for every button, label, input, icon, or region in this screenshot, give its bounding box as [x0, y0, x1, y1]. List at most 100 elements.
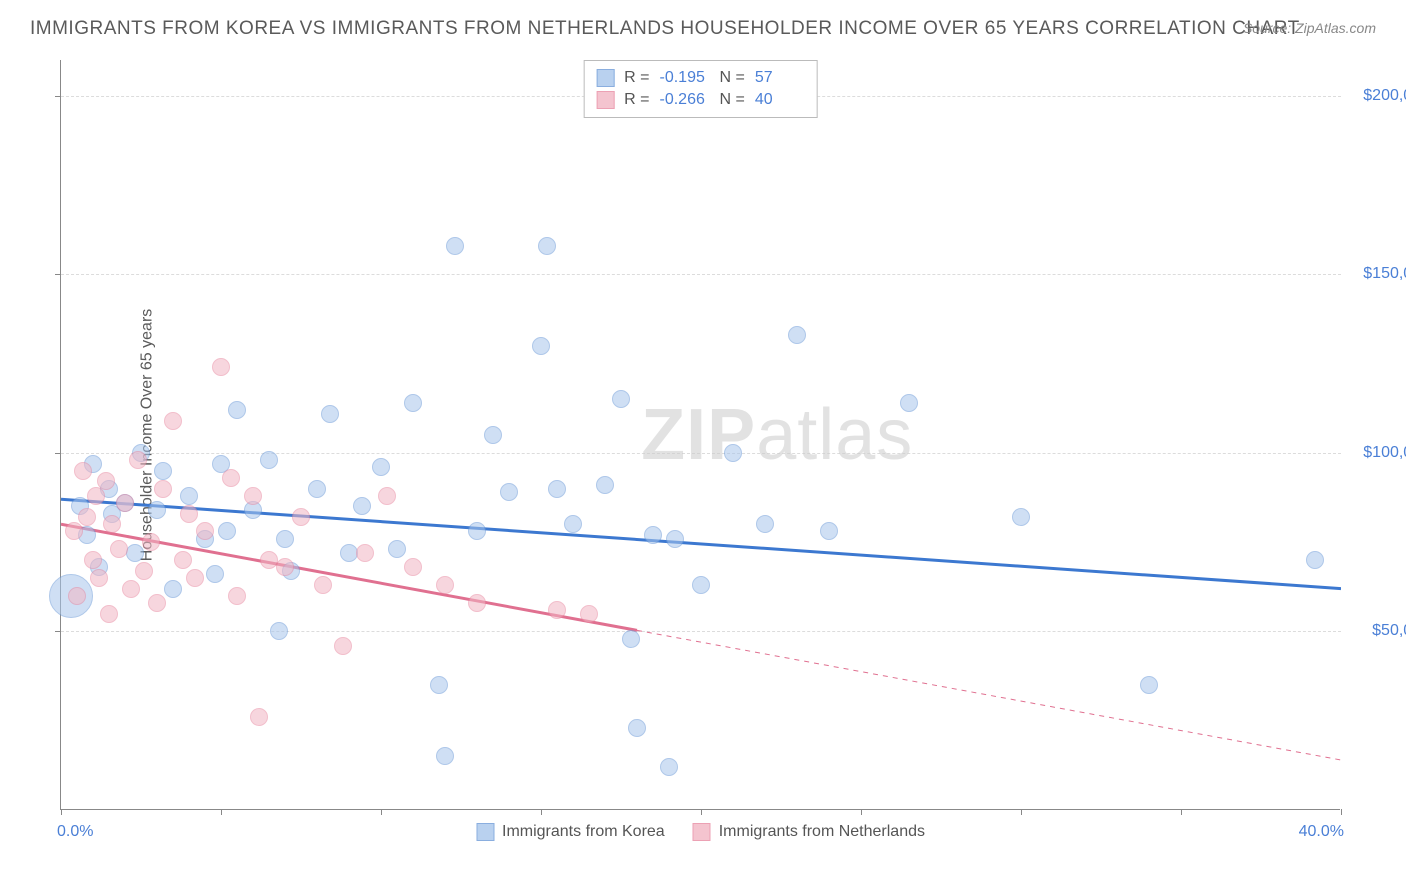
data-point — [580, 605, 598, 623]
data-point — [548, 601, 566, 619]
data-point — [1012, 508, 1030, 526]
n-value-korea: 57 — [755, 69, 805, 87]
data-point — [103, 515, 121, 533]
series-legend: Immigrants from Korea Immigrants from Ne… — [476, 823, 925, 841]
data-point — [820, 522, 838, 540]
data-point — [222, 469, 240, 487]
data-point — [724, 444, 742, 462]
y-tick-label: $50,000 — [1350, 622, 1406, 640]
data-point — [500, 483, 518, 501]
legend-item-korea: Immigrants from Korea — [476, 823, 665, 841]
data-point — [218, 522, 236, 540]
legend-row-korea: R = -0.195 N = 57 — [596, 67, 805, 89]
data-point — [532, 337, 550, 355]
data-point — [612, 390, 630, 408]
data-point — [276, 530, 294, 548]
correlation-legend: R = -0.195 N = 57 R = -0.266 N = 40 — [583, 60, 818, 118]
data-point — [97, 472, 115, 490]
data-point — [468, 522, 486, 540]
legend-row-netherlands: R = -0.266 N = 40 — [596, 89, 805, 111]
data-point — [334, 637, 352, 655]
data-point — [84, 551, 102, 569]
data-point — [228, 587, 246, 605]
data-point — [622, 630, 640, 648]
data-point — [180, 487, 198, 505]
watermark-bold: ZIP — [641, 395, 756, 475]
data-point — [212, 358, 230, 376]
r-value-netherlands: -0.266 — [660, 91, 710, 109]
data-point — [644, 526, 662, 544]
data-point — [356, 544, 374, 562]
chart-title: IMMIGRANTS FROM KOREA VS IMMIGRANTS FROM… — [30, 18, 1300, 40]
data-point — [660, 758, 678, 776]
data-point — [148, 594, 166, 612]
data-point — [388, 540, 406, 558]
data-point — [756, 515, 774, 533]
data-point — [1306, 551, 1324, 569]
legend-item-netherlands: Immigrants from Netherlands — [693, 823, 925, 841]
y-tick-label: $100,000 — [1350, 444, 1406, 462]
data-point — [78, 508, 96, 526]
data-point — [154, 462, 172, 480]
data-point — [122, 580, 140, 598]
data-point — [353, 497, 371, 515]
data-point — [260, 451, 278, 469]
n-label: N = — [720, 91, 745, 109]
data-point — [65, 522, 83, 540]
data-point — [564, 515, 582, 533]
trendlines — [61, 60, 1341, 810]
data-point — [666, 530, 684, 548]
data-point — [404, 558, 422, 576]
data-point — [180, 505, 198, 523]
data-point — [250, 708, 268, 726]
data-point — [100, 605, 118, 623]
data-point — [430, 676, 448, 694]
legend-label-korea: Immigrants from Korea — [502, 823, 665, 841]
data-point — [116, 494, 134, 512]
data-point — [68, 587, 86, 605]
swatch-netherlands-icon — [693, 823, 711, 841]
watermark-rest: atlas — [756, 395, 913, 475]
r-value-korea: -0.195 — [660, 69, 710, 87]
data-point — [692, 576, 710, 594]
data-point — [142, 533, 160, 551]
data-point — [154, 480, 172, 498]
data-point — [244, 487, 262, 505]
data-point — [206, 565, 224, 583]
watermark: ZIPatlas — [641, 394, 913, 476]
x-max-label: 40.0% — [1299, 823, 1344, 841]
data-point — [436, 576, 454, 594]
plot-area: Householder Income Over 65 years $50,000… — [60, 60, 1340, 810]
data-point — [174, 551, 192, 569]
data-point — [292, 508, 310, 526]
data-point — [228, 401, 246, 419]
swatch-netherlands — [596, 91, 614, 109]
data-point — [308, 480, 326, 498]
data-point — [314, 576, 332, 594]
y-tick-label: $200,000 — [1350, 87, 1406, 105]
data-point — [372, 458, 390, 476]
swatch-korea — [596, 69, 614, 87]
data-point — [148, 501, 166, 519]
data-point — [270, 622, 288, 640]
source-attribution: Source: ZipAtlas.com — [1243, 20, 1376, 36]
n-label: N = — [720, 69, 745, 87]
data-point — [900, 394, 918, 412]
data-point — [186, 569, 204, 587]
data-point — [135, 562, 153, 580]
n-value-netherlands: 40 — [755, 91, 805, 109]
y-tick-label: $150,000 — [1350, 265, 1406, 283]
data-point — [90, 569, 108, 587]
data-point — [164, 580, 182, 598]
data-point — [129, 451, 147, 469]
r-label: R = — [624, 69, 649, 87]
r-label: R = — [624, 91, 649, 109]
data-point — [110, 540, 128, 558]
data-point — [404, 394, 422, 412]
data-point — [628, 719, 646, 737]
data-point — [74, 462, 92, 480]
legend-label-netherlands: Immigrants from Netherlands — [719, 823, 925, 841]
data-point — [126, 544, 144, 562]
x-min-label: 0.0% — [57, 823, 93, 841]
data-point — [548, 480, 566, 498]
